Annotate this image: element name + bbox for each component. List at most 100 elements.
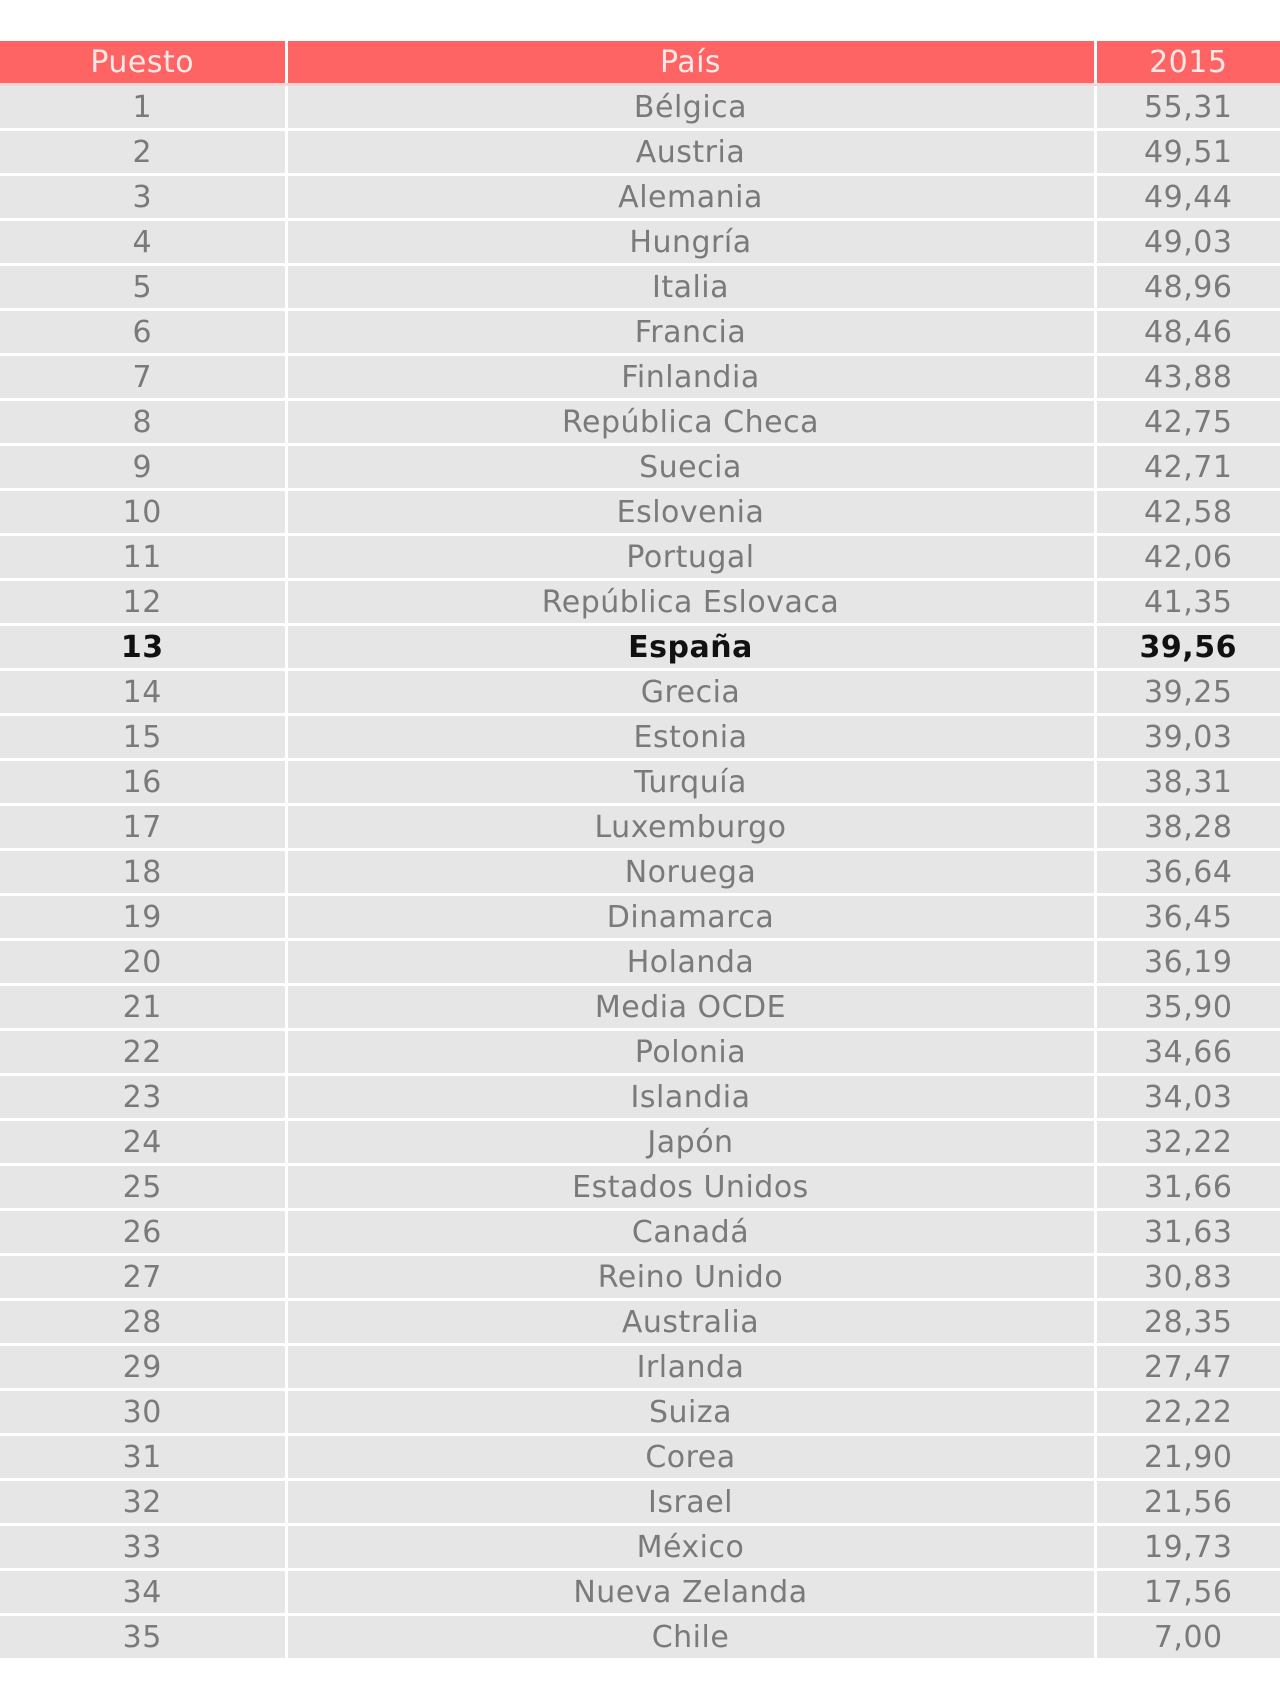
rank-cell: 17	[0, 804, 288, 851]
value-cell: 36,19	[1095, 939, 1280, 986]
value-cell: 21,56	[1095, 1479, 1280, 1526]
table-row: 27 Reino Unido 30,83	[0, 1254, 1280, 1301]
table-row: 7 Finlandia 43,88	[0, 354, 1280, 401]
rank-cell: 30	[0, 1389, 288, 1436]
value-cell: 21,90	[1095, 1434, 1280, 1481]
country-cell: Luxemburgo	[286, 804, 1097, 851]
value-cell: 35,90	[1095, 984, 1280, 1031]
table-row: 13 España 39,56	[0, 624, 1280, 671]
rank-cell: 27	[0, 1254, 288, 1301]
country-cell: Turquía	[286, 759, 1097, 806]
country-cell: Austria	[286, 129, 1097, 176]
header-year: 2015	[1095, 41, 1280, 86]
value-cell: 43,88	[1095, 354, 1280, 401]
header-rank: Puesto	[0, 41, 288, 86]
rank-cell: 31	[0, 1434, 288, 1481]
country-cell: República Eslovaca	[286, 579, 1097, 626]
table-row: 15 Estonia 39,03	[0, 714, 1280, 761]
value-cell: 55,31	[1095, 84, 1280, 131]
table-row: 25 Estados Unidos 31,66	[0, 1164, 1280, 1211]
table-row: 11 Portugal 42,06	[0, 534, 1280, 581]
table-row: 5 Italia 48,96	[0, 264, 1280, 311]
ranking-table: Puesto País 2015 1 Bélgica 55,31 2 Austria 49…	[0, 41, 1280, 1661]
country-cell: Reino Unido	[286, 1254, 1097, 1301]
table-row: 9 Suecia 42,71	[0, 444, 1280, 491]
rank-cell: 14	[0, 669, 288, 716]
rank-cell: 5	[0, 264, 288, 311]
country-cell: Polonia	[286, 1029, 1097, 1076]
country-cell: México	[286, 1524, 1097, 1571]
table-row: 2 Austria 49,51	[0, 129, 1280, 176]
country-cell: Bélgica	[286, 84, 1097, 131]
rank-cell: 16	[0, 759, 288, 806]
table-row: 8 República Checa 42,75	[0, 399, 1280, 446]
header-country: País	[286, 41, 1097, 86]
country-cell: España	[286, 624, 1097, 671]
table-row: 35 Chile 7,00	[0, 1614, 1280, 1661]
value-cell: 34,66	[1095, 1029, 1280, 1076]
country-cell: Australia	[286, 1299, 1097, 1346]
country-cell: Dinamarca	[286, 894, 1097, 941]
rank-cell: 25	[0, 1164, 288, 1211]
value-cell: 17,56	[1095, 1569, 1280, 1616]
value-cell: 42,06	[1095, 534, 1280, 581]
rank-cell: 29	[0, 1344, 288, 1391]
value-cell: 49,51	[1095, 129, 1280, 176]
value-cell: 19,73	[1095, 1524, 1280, 1571]
value-cell: 48,46	[1095, 309, 1280, 356]
country-cell: Nueva Zelanda	[286, 1569, 1097, 1616]
country-cell: Eslovenia	[286, 489, 1097, 536]
value-cell: 7,00	[1095, 1614, 1280, 1661]
country-cell: Media OCDE	[286, 984, 1097, 1031]
table-row: 14 Grecia 39,25	[0, 669, 1280, 716]
value-cell: 39,56	[1095, 624, 1280, 671]
rank-cell: 2	[0, 129, 288, 176]
rank-cell: 10	[0, 489, 288, 536]
table-row: 20 Holanda 36,19	[0, 939, 1280, 986]
value-cell: 30,83	[1095, 1254, 1280, 1301]
rank-cell: 35	[0, 1614, 288, 1661]
rank-cell: 34	[0, 1569, 288, 1616]
table-row: 12 República Eslovaca 41,35	[0, 579, 1280, 626]
rank-cell: 8	[0, 399, 288, 446]
table-row: 4 Hungría 49,03	[0, 219, 1280, 266]
table-row: 17 Luxemburgo 38,28	[0, 804, 1280, 851]
value-cell: 27,47	[1095, 1344, 1280, 1391]
value-cell: 48,96	[1095, 264, 1280, 311]
table-row: 1 Bélgica 55,31	[0, 84, 1280, 131]
rank-cell: 15	[0, 714, 288, 761]
country-cell: Irlanda	[286, 1344, 1097, 1391]
table-row: 24 Japón 32,22	[0, 1119, 1280, 1166]
table-row: 6 Francia 48,46	[0, 309, 1280, 356]
table-row: 33 México 19,73	[0, 1524, 1280, 1571]
value-cell: 49,44	[1095, 174, 1280, 221]
value-cell: 39,03	[1095, 714, 1280, 761]
table-row: 22 Polonia 34,66	[0, 1029, 1280, 1076]
rank-cell: 13	[0, 624, 288, 671]
rank-cell: 26	[0, 1209, 288, 1256]
table-row: 29 Irlanda 27,47	[0, 1344, 1280, 1391]
rank-cell: 32	[0, 1479, 288, 1526]
rank-cell: 3	[0, 174, 288, 221]
rank-cell: 11	[0, 534, 288, 581]
country-cell: Suecia	[286, 444, 1097, 491]
table-row: 26 Canadá 31,63	[0, 1209, 1280, 1256]
country-cell: Estados Unidos	[286, 1164, 1097, 1211]
rank-cell: 23	[0, 1074, 288, 1121]
value-cell: 38,28	[1095, 804, 1280, 851]
country-cell: Israel	[286, 1479, 1097, 1526]
header-row: Puesto País 2015	[0, 41, 1280, 86]
table-row: 3 Alemania 49,44	[0, 174, 1280, 221]
table-row: 30 Suiza 22,22	[0, 1389, 1280, 1436]
value-cell: 49,03	[1095, 219, 1280, 266]
country-cell: Corea	[286, 1434, 1097, 1481]
table-row: 19 Dinamarca 36,45	[0, 894, 1280, 941]
table-row: 23 Islandia 34,03	[0, 1074, 1280, 1121]
table-row: 32 Israel 21,56	[0, 1479, 1280, 1526]
rank-cell: 33	[0, 1524, 288, 1571]
rank-cell: 4	[0, 219, 288, 266]
rank-cell: 1	[0, 84, 288, 131]
rank-cell: 9	[0, 444, 288, 491]
table-row: 16 Turquía 38,31	[0, 759, 1280, 806]
country-cell: Alemania	[286, 174, 1097, 221]
